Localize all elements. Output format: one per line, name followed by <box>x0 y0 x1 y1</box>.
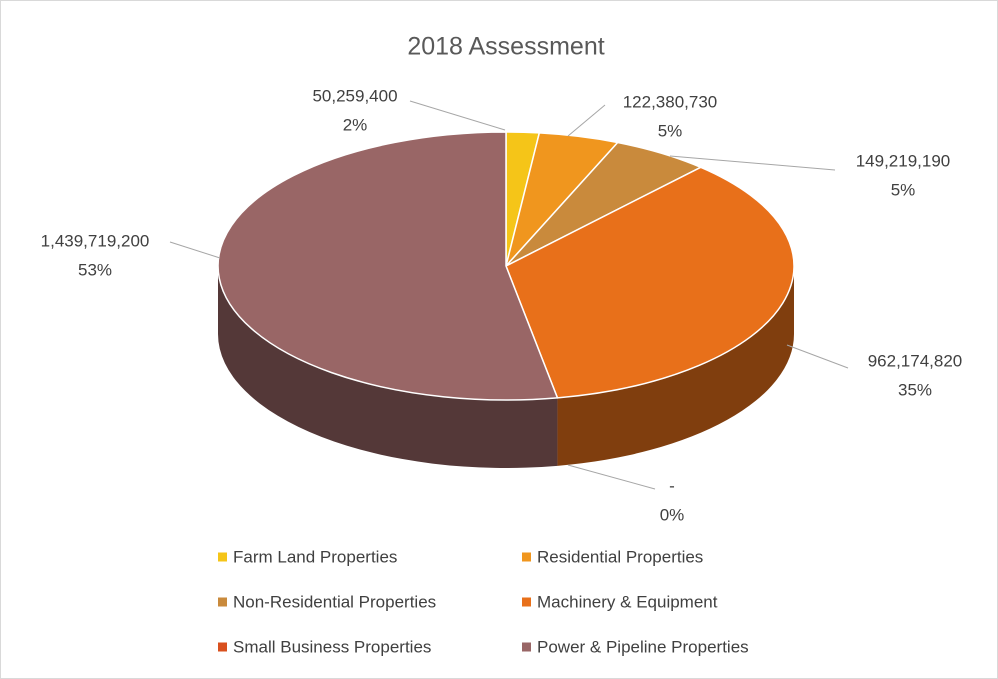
data-label-percent: 35% <box>898 380 932 399</box>
data-label-percent: 2% <box>343 115 368 134</box>
legend-label: Residential Properties <box>537 547 703 566</box>
data-label-value: 50,259,400 <box>312 86 397 105</box>
slice-side <box>217 266 558 469</box>
slice-side <box>557 266 795 466</box>
leader-line <box>567 104 606 137</box>
data-label-percent: 5% <box>658 121 683 140</box>
legend-label: Non-Residential Properties <box>233 592 436 611</box>
legend-swatch <box>218 597 227 607</box>
data-label-percent: 5% <box>891 180 916 199</box>
slice <box>505 166 795 399</box>
legend-label: Power & Pipeline Properties <box>537 637 749 656</box>
leader-line <box>786 344 849 369</box>
legend-swatch <box>522 552 531 562</box>
data-label-value: 122,380,730 <box>623 92 718 111</box>
legend-label: Farm Land Properties <box>233 547 397 566</box>
legend-swatch <box>522 642 531 652</box>
leader-line <box>669 155 836 171</box>
data-label-percent: 0% <box>660 505 685 524</box>
leader-line <box>567 464 656 490</box>
legend-label: Small Business Properties <box>233 637 431 656</box>
legend-swatch <box>218 552 227 562</box>
leader-line <box>169 241 221 259</box>
legend-label: Machinery & Equipment <box>537 592 718 611</box>
chart-title: 2018 Assessment <box>407 33 604 61</box>
legend-swatch <box>522 597 531 607</box>
data-label-value: 962,174,820 <box>868 351 963 370</box>
leader-line <box>409 100 506 131</box>
slice <box>217 131 559 401</box>
data-label-value: - <box>669 476 675 495</box>
data-label-percent: 53% <box>78 260 112 279</box>
data-label-value: 1,439,719,200 <box>41 231 150 250</box>
legend-swatch <box>218 642 227 652</box>
data-label-value: 149,219,190 <box>856 151 951 170</box>
